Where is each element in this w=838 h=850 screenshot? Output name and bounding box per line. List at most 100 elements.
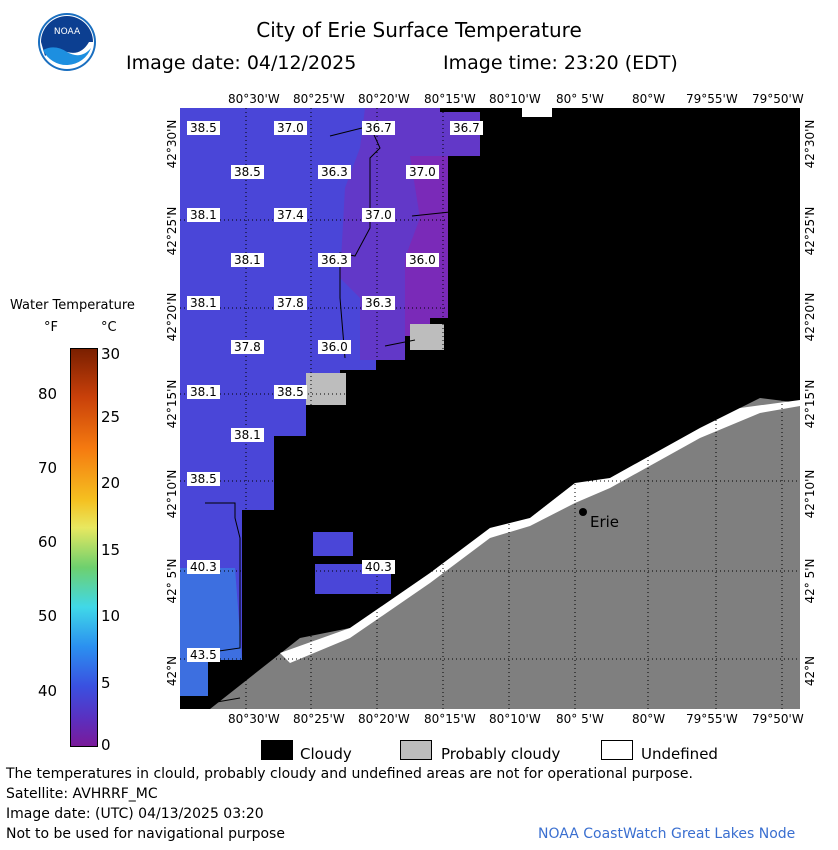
temperature-label: 36.7 [362, 121, 395, 135]
temperature-label: 36.3 [362, 296, 395, 310]
celsius-tick: 30 [101, 345, 121, 363]
noaa-logo-icon: NOAA [38, 13, 96, 71]
legend-title: Water Temperature [10, 298, 135, 313]
temperature-label: 37.8 [231, 340, 264, 354]
fahrenheit-tick: 50 [38, 607, 58, 625]
page-title: City of Erie Surface Temperature [256, 18, 582, 42]
temperature-map [180, 108, 800, 709]
lon-label-bottom: 80°30'W [228, 712, 280, 726]
lat-label-left: 42°25'N [165, 206, 179, 256]
city-label: Erie [590, 513, 620, 531]
temperature-label: 36.3 [318, 253, 351, 267]
lon-label-top: 80° 5'W [556, 92, 604, 106]
water-patch [313, 532, 353, 556]
lon-label-bottom: 80°25'W [293, 712, 345, 726]
temperature-label: 40.3 [362, 560, 395, 574]
lon-label-bottom: 80°20'W [358, 712, 410, 726]
lon-label-bottom: 79°50'W [752, 712, 804, 726]
lon-label-top: 80°30'W [228, 92, 280, 106]
lat-label-left: 42°15'N [165, 379, 179, 429]
celsius-tick: 0 [101, 736, 111, 754]
undefined-area [522, 108, 552, 117]
temperature-label: 37.0 [406, 165, 439, 179]
undefined-shoreline [280, 400, 800, 663]
temperature-label: 37.0 [274, 121, 307, 135]
probably-cloudy-area [306, 373, 346, 405]
celsius-tick: 25 [101, 408, 121, 426]
temperature-label: 38.5 [231, 165, 264, 179]
image-date: Image date: 04/12/2025 [126, 52, 357, 74]
lon-label-top: 80°20'W [358, 92, 410, 106]
temperature-label: 38.1 [231, 253, 264, 267]
lat-label-right: 42°15'N [803, 379, 817, 429]
temperature-label: 38.1 [231, 428, 264, 442]
footer-satellite: Satellite: AVHRRF_MC [6, 786, 158, 802]
lat-label-right: 42°10'N [803, 469, 817, 519]
lat-label-right: 42°20'N [803, 292, 817, 342]
celsius-tick: 15 [101, 541, 121, 559]
legend-unit-c: °C [101, 320, 117, 335]
legend-unit-f: °F [44, 320, 58, 335]
temperature-label: 36.7 [450, 121, 483, 135]
violet-nearshore-band [405, 156, 448, 336]
temperature-label: 36.0 [318, 340, 351, 354]
temperature-label: 38.5 [187, 472, 220, 486]
temperature-label: 38.5 [274, 385, 307, 399]
probably-cloudy-label: Probably cloudy [441, 745, 561, 763]
lat-label-left: 42° 5'N [165, 558, 179, 604]
noaa-logo: NOAA [37, 12, 97, 72]
temperature-label: 38.1 [187, 385, 220, 399]
fahrenheit-tick: 60 [38, 533, 58, 551]
image-time: Image time: 23:20 (EDT) [443, 52, 678, 74]
lat-label-left: 42°20'N [165, 292, 179, 342]
erie-marker [579, 508, 587, 516]
temperature-label: 40.3 [187, 560, 220, 574]
cloudy-label: Cloudy [300, 745, 352, 763]
lon-label-top: 80°W [632, 92, 666, 106]
lat-label-right: 42° 5'N [803, 558, 817, 604]
lat-label-left: 42°30'N [165, 119, 179, 169]
temperature-label: 37.8 [274, 296, 307, 310]
fahrenheit-tick: 80 [38, 385, 58, 403]
graticule [180, 108, 800, 709]
lighter-south-band [180, 568, 242, 696]
color-bar [70, 348, 98, 747]
lat-label-right: 42°N [803, 655, 817, 687]
footer-note: The temperatures in clould, probably clo… [6, 766, 693, 782]
temperature-label: 37.4 [274, 208, 307, 222]
lat-label-right: 42°25'N [803, 206, 817, 256]
lon-label-top: 79°55'W [686, 92, 738, 106]
fahrenheit-tick: 40 [38, 682, 58, 700]
probably-cloudy-area [410, 324, 444, 350]
lon-label-bottom: 79°55'W [686, 712, 738, 726]
footer-utc-date: Image date: (UTC) 04/13/2025 03:20 [6, 806, 264, 822]
temperature-label: 37.0 [362, 208, 395, 222]
lon-label-bottom: 80° 5'W [556, 712, 604, 726]
lon-label-bottom: 80°15'W [424, 712, 476, 726]
fahrenheit-tick: 70 [38, 459, 58, 477]
lat-label-left: 42°10'N [165, 469, 179, 519]
undefined-swatch [601, 740, 633, 760]
temperature-label: 38.5 [187, 121, 220, 135]
undefined-label: Undefined [641, 745, 718, 763]
cloudy-swatch [261, 740, 293, 760]
temperature-label: 36.0 [406, 253, 439, 267]
lat-label-right: 42°30'N [803, 119, 817, 169]
footer-navigation: Not to be used for navigational purpose [6, 826, 285, 842]
temperature-label: 36.3 [318, 165, 351, 179]
lat-label-left: 42°N [165, 655, 179, 687]
temperature-label: 38.1 [187, 296, 220, 310]
lon-label-bottom: 80°10'W [489, 712, 541, 726]
map-canvas [180, 108, 800, 709]
probably-cloudy-swatch [400, 740, 432, 760]
lon-label-bottom: 80°W [632, 712, 666, 726]
svg-text:NOAA: NOAA [54, 27, 81, 37]
celsius-tick: 10 [101, 607, 121, 625]
lon-label-top: 80°25'W [293, 92, 345, 106]
lon-label-top: 79°50'W [752, 92, 804, 106]
celsius-tick: 20 [101, 474, 121, 492]
footer-credit: NOAA CoastWatch Great Lakes Node [538, 826, 796, 842]
temperature-label: 43.5 [187, 648, 220, 662]
celsius-tick: 5 [101, 674, 111, 692]
temperature-label: 38.1 [187, 208, 220, 222]
